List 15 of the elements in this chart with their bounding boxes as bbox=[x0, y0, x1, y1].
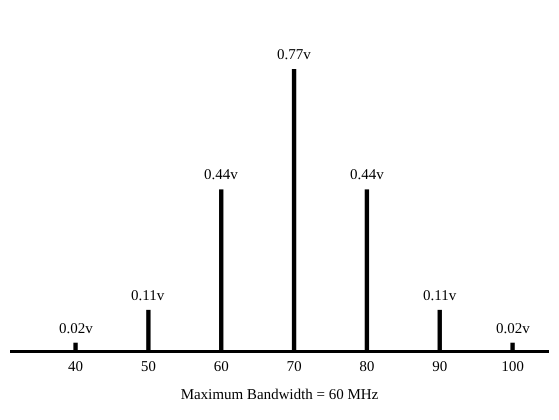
data-label: 0.44v bbox=[350, 167, 384, 183]
data-label: 0.02v bbox=[59, 321, 94, 337]
data-label: 0.02v bbox=[496, 321, 530, 337]
x-tick-label: 40 bbox=[68, 359, 84, 375]
data-label: 0.11v bbox=[131, 288, 165, 304]
x-tick-label: 100 bbox=[501, 359, 524, 375]
x-tick-label: 70 bbox=[286, 359, 302, 375]
x-tick-label: 90 bbox=[432, 359, 448, 375]
x-axis-title: Maximum Bandwidth = 60 MHz bbox=[180, 387, 379, 403]
x-tick-label: 80 bbox=[359, 359, 374, 375]
data-label: 0.77v bbox=[277, 47, 312, 63]
x-tick-label: 50 bbox=[140, 359, 156, 375]
data-label: 0.11v bbox=[423, 288, 457, 304]
x-tick-label: 60 bbox=[214, 359, 229, 375]
data-label: 0.44v bbox=[204, 167, 238, 183]
